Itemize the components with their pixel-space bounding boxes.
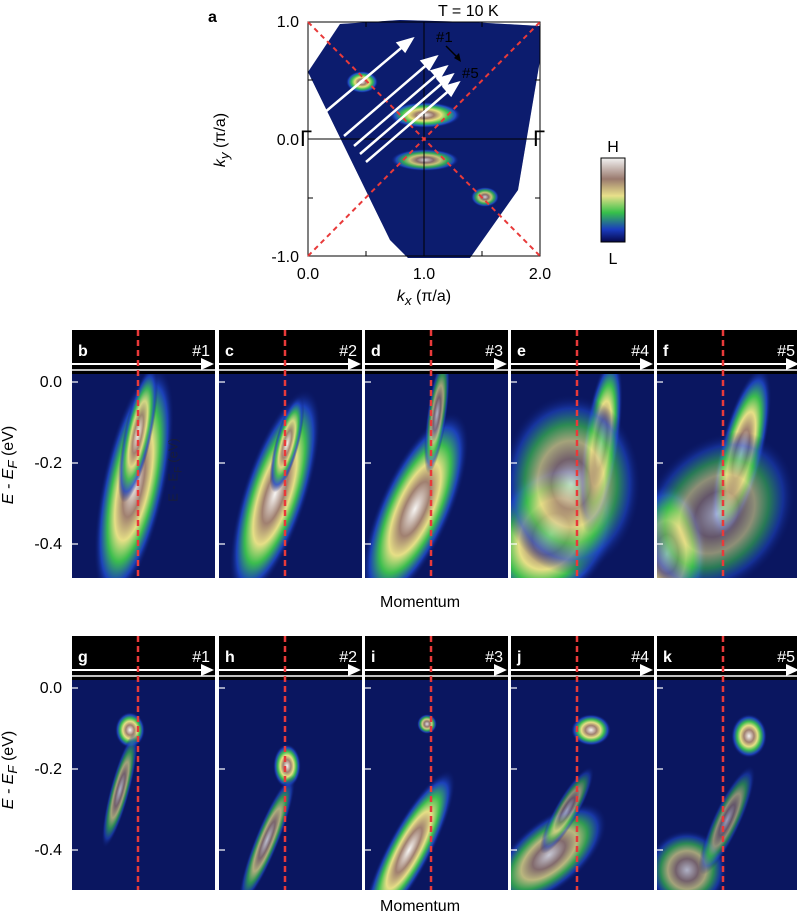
spectrum-panel-e: e #4 <box>511 330 654 578</box>
panel-a-label: a <box>208 9 217 26</box>
cut-arrows <box>317 36 461 163</box>
panel-letter: e <box>517 343 526 360</box>
panel-letter: b <box>78 343 88 360</box>
cut-label: #2 <box>339 649 357 666</box>
cut-label: #1 <box>192 343 210 360</box>
fs-ytick-top: 1.0 <box>277 14 299 31</box>
fs-ylabel: ky (π/a) <box>211 112 233 168</box>
fs-xtick-0: 0.0 <box>297 266 319 283</box>
cut-label: #5 <box>777 343 795 360</box>
cut-last-label: #5 <box>462 65 479 82</box>
fs-xtick-1: 1.0 <box>413 266 435 283</box>
spectrum-panel-h: h #2 <box>219 636 362 890</box>
cut-label: #3 <box>485 649 503 666</box>
cut-label: #4 <box>631 649 649 666</box>
panel-letter: h <box>225 649 235 666</box>
energy-tick-label: -0.2 <box>34 455 62 472</box>
cut-order-arrowhead <box>454 53 461 62</box>
row1-xlabel: Momentum <box>380 594 461 611</box>
row1-overlay-label: E - EF (eV) <box>165 438 185 502</box>
fs-ticks <box>308 22 540 256</box>
spectrum-panel-b: b #1 <box>72 330 215 578</box>
second-derivative-row: g #1 h #2 i #3 j #4 k #5 0.0 -0.2 -0.4 <box>34 636 797 890</box>
temperature-label: T = 10 K <box>438 3 499 20</box>
colorbar-low: L <box>609 251 618 268</box>
cut-label: #5 <box>777 649 795 666</box>
panel-letter: d <box>371 343 381 360</box>
row2-xlabel: Momentum <box>380 898 461 915</box>
panel-letter: k <box>663 649 672 666</box>
fs-xlabel: kx (π/a) <box>396 288 452 309</box>
energy-tick-label: 0.0 <box>40 680 62 697</box>
colorbar-high: H <box>607 139 619 156</box>
energy-tick-label: -0.4 <box>34 536 62 553</box>
panel-letter: g <box>78 649 88 666</box>
spectrum-panel-c: c #2 <box>219 330 362 578</box>
gamma-left: Γ <box>300 126 312 151</box>
cut-label: #2 <box>339 343 357 360</box>
fs-ytick-bottom: -1.0 <box>271 249 299 266</box>
panel-letter: j <box>516 649 521 666</box>
fs-xtick-2: 2.0 <box>529 266 551 283</box>
energy-tick-label: 0.0 <box>40 374 62 391</box>
cut-first-label: #1 <box>436 29 453 46</box>
cut-label: #4 <box>631 343 649 360</box>
energy-tick-label: -0.2 <box>34 761 62 778</box>
panel-letter: f <box>663 343 669 360</box>
spectrum-panel-d: d #3 <box>365 330 508 578</box>
spectrum-panel-k: k #5 <box>657 636 797 890</box>
panel-letter: i <box>371 649 375 666</box>
panel-letter: c <box>225 343 234 360</box>
spectrum-panel-i: i #3 <box>365 636 508 890</box>
fs-ytick-mid: 0.0 <box>277 132 299 149</box>
spectrum-panel-j: j #4 <box>511 636 654 890</box>
colorbar <box>600 157 626 243</box>
spectrum-panel-f: f #5 <box>657 330 797 578</box>
gamma-right: Γ <box>533 126 545 151</box>
row2-ylabel: E - EF (eV) <box>0 730 21 810</box>
energy-tick-label: -0.4 <box>34 842 62 859</box>
zone-boundary-diagonal <box>307 21 541 257</box>
fermi-surface-figure: a T = 10 K #1 #5 1.0 0.0 -1.0 Γ Γ 0.0 1.… <box>208 3 626 283</box>
cut-label: #1 <box>192 649 210 666</box>
cut-label: #3 <box>485 343 503 360</box>
row1-ylabel: E - EF (eV) <box>0 425 21 505</box>
spectrum-panel-g: g #1 <box>72 636 215 890</box>
raw-spectra-row: b #1 c #2 d #3 e #4 f #5 0.0 -0.2 -0.4 <box>34 330 797 578</box>
